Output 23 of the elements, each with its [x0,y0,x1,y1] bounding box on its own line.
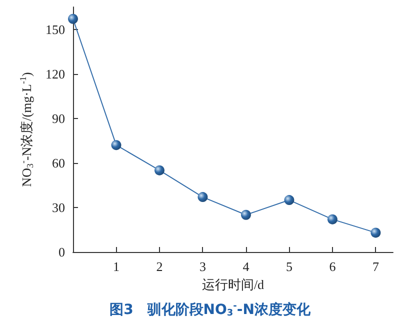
point [68,14,78,24]
y-tick-label: 120 [46,66,65,82]
x-tick-label: 6 [329,259,336,274]
point [198,192,208,202]
point [327,214,338,224]
y-tick-label: 150 [46,22,65,37]
point [240,210,251,220]
x-tick-label: 7 [372,259,380,274]
point [370,228,381,238]
y-tick-label: 0 [58,244,65,260]
point [154,165,164,176]
y-tick-label: 90 [52,110,65,126]
point [284,195,294,206]
x-tick-label: 4 [242,259,250,274]
y-axis-title: NO3--N浓度/(mg·L-1) [18,72,36,187]
y-tick-label: 30 [52,200,65,215]
x-tick-label: 3 [199,259,206,274]
point [111,140,122,150]
x-axis-title: 运行时间/d [202,276,265,292]
x-tick-label: 1 [112,259,120,274]
x-tick-label: 5 [286,259,292,274]
y-tick-label: 60 [52,155,65,170]
x-tick-label: 2 [156,259,163,274]
